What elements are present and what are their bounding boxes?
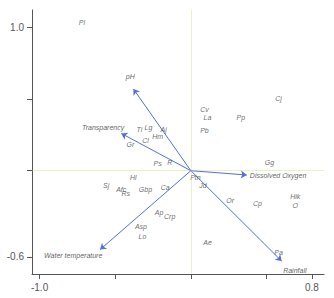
- svg-text:Ca: Ca: [161, 184, 170, 191]
- svg-text:Cl: Cl: [142, 137, 149, 144]
- svg-text:Ap: Ap: [154, 209, 164, 217]
- svg-text:Cp: Cp: [253, 200, 262, 208]
- svg-text:Hik: Hik: [290, 193, 301, 200]
- svg-text:-1.0: -1.0: [31, 282, 49, 293]
- svg-text:Ps: Ps: [153, 160, 162, 167]
- svg-text:Lg: Lg: [145, 124, 153, 132]
- svg-text:Transparency: Transparency: [82, 124, 125, 132]
- svg-text:Asp: Asp: [134, 223, 147, 231]
- svg-text:Pa: Pa: [274, 249, 283, 256]
- svg-text:Gbp: Gbp: [139, 186, 152, 194]
- svg-text:1.0: 1.0: [10, 22, 24, 33]
- svg-text:Rainfall: Rainfall: [283, 267, 307, 274]
- svg-text:Pl: Pl: [79, 19, 86, 26]
- svg-text:Dissolved Oxygen: Dissolved Oxygen: [250, 172, 307, 180]
- svg-text:Cv: Cv: [200, 106, 209, 113]
- svg-text:Cj: Cj: [275, 95, 282, 103]
- svg-text:Pp: Pp: [237, 114, 246, 122]
- svg-text:Gg: Gg: [265, 159, 274, 167]
- svg-text:Hl: Hl: [130, 174, 137, 181]
- svg-text:Sj: Sj: [103, 182, 110, 190]
- svg-text:pH: pH: [125, 73, 136, 81]
- svg-text:Ptn: Ptn: [190, 174, 201, 182]
- svg-text:Crp: Crp: [164, 213, 175, 221]
- svg-text:0.8: 0.8: [305, 282, 319, 293]
- svg-text:Gr: Gr: [126, 141, 134, 148]
- svg-text:O: O: [293, 202, 299, 209]
- svg-text:Ti: Ti: [137, 126, 143, 133]
- svg-text:La: La: [204, 114, 212, 121]
- svg-text:Jd: Jd: [198, 182, 208, 189]
- svg-text:Or: Or: [226, 197, 234, 204]
- svg-text:Lo: Lo: [139, 233, 147, 240]
- svg-text:Pb: Pb: [200, 127, 209, 134]
- svg-text:R: R: [167, 159, 172, 166]
- svg-text:-0.6: -0.6: [7, 251, 25, 262]
- svg-text:Rs: Rs: [122, 190, 131, 197]
- svg-text:Water temperature: Water temperature: [44, 252, 102, 260]
- svg-text:Hm: Hm: [152, 133, 163, 140]
- svg-text:Ae: Ae: [202, 239, 212, 246]
- svg-text:Aj: Aj: [160, 125, 167, 133]
